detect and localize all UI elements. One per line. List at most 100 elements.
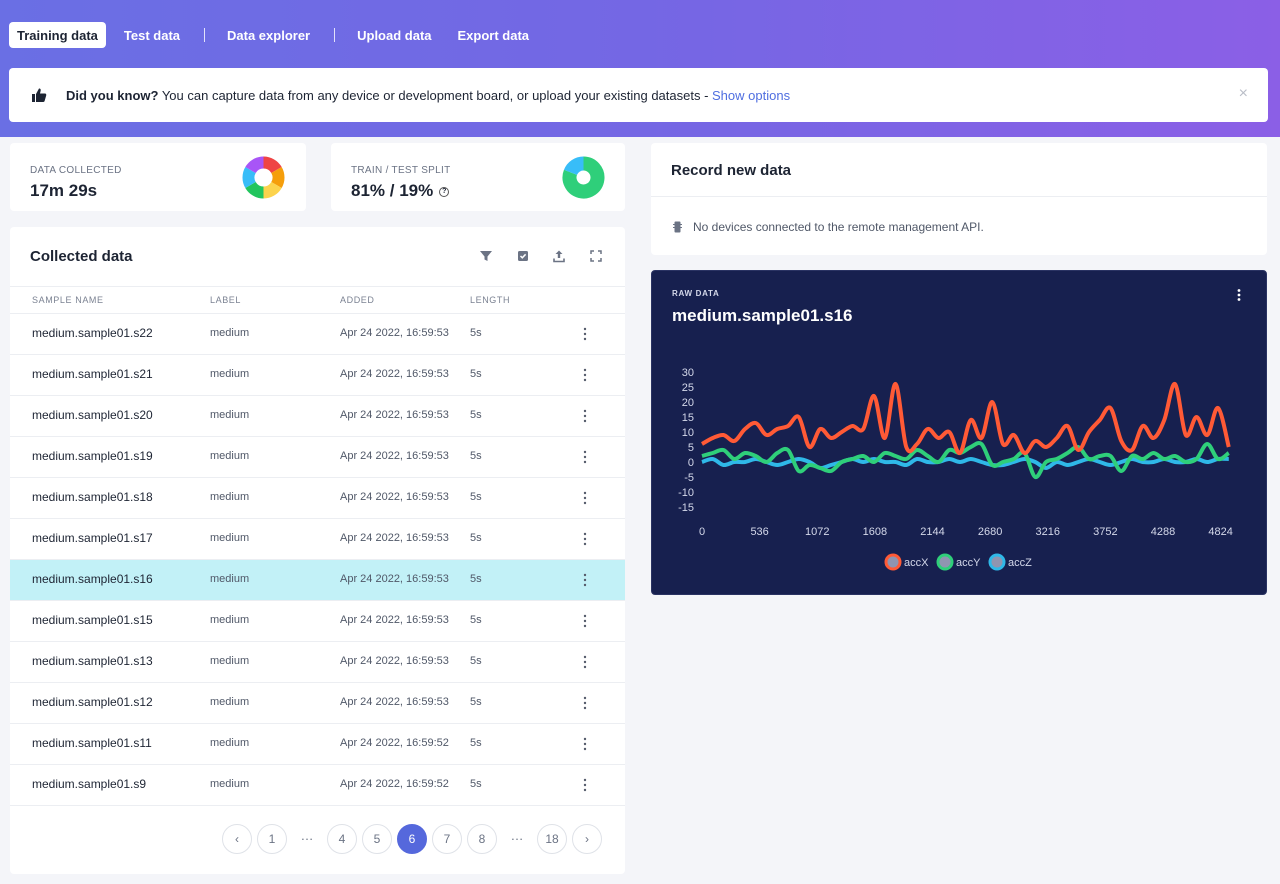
raw-data-label: RAW DATA — [672, 289, 720, 298]
table-row[interactable]: medium.sample01.s19 medium Apr 24 2022, 16… — [10, 437, 625, 478]
tab-training-data[interactable]: Training data — [9, 22, 106, 48]
donut-segment — [245, 181, 265, 199]
tab-export-data[interactable]: Export data — [457, 27, 530, 43]
column-sample-name[interactable]: SAMPLE NAME — [32, 295, 104, 305]
prev-page-button[interactable]: ‹ — [222, 824, 252, 854]
data-collected-donut — [242, 156, 285, 199]
tip-banner: Did you know? You can capture data from … — [9, 68, 1268, 122]
legend-label-accY[interactable]: accY — [956, 557, 981, 569]
sample-length: 5s — [470, 368, 482, 380]
row-menu-icon[interactable] — [580, 654, 590, 670]
y-tick-label: -15 — [678, 502, 694, 514]
legend-label-accX[interactable]: accX — [904, 557, 929, 569]
row-menu-icon[interactable] — [580, 777, 590, 793]
raw-data-panel: RAW DATA medium.sample01.s16 -15 -10 -5 0 5 1… — [651, 270, 1267, 595]
legend-marker-accZ[interactable] — [988, 553, 1006, 571]
sample-name: medium.sample01.s13 — [32, 654, 153, 668]
page-button[interactable]: 5 — [362, 824, 392, 854]
table-row[interactable]: medium.sample01.s21 medium Apr 24 2022, 16… — [10, 355, 625, 396]
row-menu-icon[interactable] — [580, 490, 590, 506]
row-menu-icon[interactable] — [580, 449, 590, 465]
sample-label: medium — [210, 532, 250, 544]
x-tick-label: 536 — [750, 526, 768, 538]
sample-added: Apr 24 2022, 16:59:53 — [340, 532, 449, 544]
x-tick-label: 3216 — [1035, 526, 1059, 538]
row-menu-icon[interactable] — [580, 695, 590, 711]
show-options-link[interactable]: Show options — [712, 88, 791, 103]
expand-icon[interactable] — [589, 249, 603, 263]
column-length[interactable]: LENGTH — [470, 295, 511, 305]
tip-message: You can capture data from any device or … — [158, 88, 713, 103]
sample-name: medium.sample01.s21 — [32, 367, 153, 381]
y-tick-label: 15 — [682, 412, 694, 424]
table-row[interactable]: medium.sample01.s9 medium Apr 24 2022, 16:… — [10, 765, 625, 806]
x-tick-label: 4824 — [1208, 526, 1232, 538]
table-row[interactable]: medium.sample01.s11 medium Apr 24 2022, 16… — [10, 724, 625, 765]
page-ellipsis: … — [300, 827, 314, 843]
page-button[interactable]: 18 — [537, 824, 567, 854]
table-row[interactable]: medium.sample01.s16 medium Apr 24 2022, 16… — [10, 560, 625, 601]
y-tick-label: 25 — [682, 382, 694, 394]
table-row[interactable]: medium.sample01.s13 medium Apr 24 2022, 16… — [10, 642, 625, 683]
row-menu-icon[interactable] — [580, 367, 590, 383]
column-added[interactable]: ADDED — [340, 295, 375, 305]
sample-label: medium — [210, 327, 250, 339]
sample-added: Apr 24 2022, 16:59:53 — [340, 655, 449, 667]
legend-marker-accY[interactable] — [936, 553, 954, 571]
split-value-row: 81% / 19%? — [351, 181, 450, 201]
split-value: 81% / 19% — [351, 181, 434, 200]
tab-test-data[interactable]: Test data — [123, 27, 181, 43]
legend-label-accZ[interactable]: accZ — [1008, 557, 1032, 569]
filter-icon[interactable] — [479, 249, 493, 263]
donut-segment — [262, 181, 282, 199]
next-page-button[interactable]: › — [572, 824, 602, 854]
close-icon[interactable]: × — [1238, 85, 1248, 102]
row-menu-icon[interactable] — [580, 531, 590, 547]
row-menu-icon[interactable] — [580, 572, 590, 588]
x-tick-label: 0 — [699, 526, 705, 538]
sample-label: medium — [210, 696, 250, 708]
sample-length: 5s — [470, 614, 482, 626]
collected-data-title: Collected data — [30, 248, 133, 265]
row-menu-icon[interactable] — [580, 408, 590, 424]
y-tick-label: 5 — [688, 442, 694, 454]
sample-label: medium — [210, 778, 250, 790]
page-button[interactable]: 4 — [327, 824, 357, 854]
table-row[interactable]: medium.sample01.s15 medium Apr 24 2022, 16… — [10, 601, 625, 642]
table-row[interactable]: medium.sample01.s20 medium Apr 24 2022, 16… — [10, 396, 625, 437]
tab-upload-data[interactable]: Upload data — [357, 27, 432, 43]
sample-added: Apr 24 2022, 16:59:52 — [340, 778, 449, 790]
sample-list: medium.sample01.s22 medium Apr 24 2022, 16… — [10, 314, 625, 806]
tab-data-explorer[interactable]: Data explorer — [227, 27, 311, 43]
table-row[interactable]: medium.sample01.s12 medium Apr 24 2022, 16… — [10, 683, 625, 724]
row-menu-icon[interactable] — [580, 613, 590, 629]
upload-icon[interactable] — [552, 249, 566, 263]
x-tick-label: 3752 — [1093, 526, 1117, 538]
column-label[interactable]: LABEL — [210, 295, 242, 305]
row-menu-icon[interactable] — [580, 736, 590, 752]
table-row[interactable]: medium.sample01.s18 medium Apr 24 2022, 16… — [10, 478, 625, 519]
help-icon[interactable]: ? — [439, 186, 450, 197]
data-collected-card: DATA COLLECTED 17m 29s — [10, 143, 306, 211]
page-button[interactable]: 6 — [397, 824, 427, 854]
page-button[interactable]: 8 — [467, 824, 497, 854]
select-icon[interactable] — [516, 249, 530, 263]
x-tick-label: 4288 — [1151, 526, 1175, 538]
table-header: SAMPLE NAME LABEL ADDED LENGTH — [10, 286, 625, 314]
page-button[interactable]: 1 — [257, 824, 287, 854]
y-tick-label: -10 — [678, 487, 694, 499]
sample-name: medium.sample01.s12 — [32, 695, 153, 709]
table-row[interactable]: medium.sample01.s22 medium Apr 24 2022, 16… — [10, 314, 625, 355]
tab-separator — [334, 28, 336, 42]
sample-name: medium.sample01.s15 — [32, 613, 153, 627]
split-label: TRAIN / TEST SPLIT — [351, 165, 451, 176]
legend-marker-accX[interactable] — [884, 553, 902, 571]
sample-label: medium — [210, 368, 250, 380]
sample-label: medium — [210, 491, 250, 503]
sample-added: Apr 24 2022, 16:59:53 — [340, 491, 449, 503]
table-row[interactable]: medium.sample01.s17 medium Apr 24 2022, 16… — [10, 519, 625, 560]
row-menu-icon[interactable] — [580, 326, 590, 342]
more-vertical-icon[interactable] — [1235, 288, 1243, 302]
page-button[interactable]: 7 — [432, 824, 462, 854]
x-tick-label: 2680 — [978, 526, 1002, 538]
